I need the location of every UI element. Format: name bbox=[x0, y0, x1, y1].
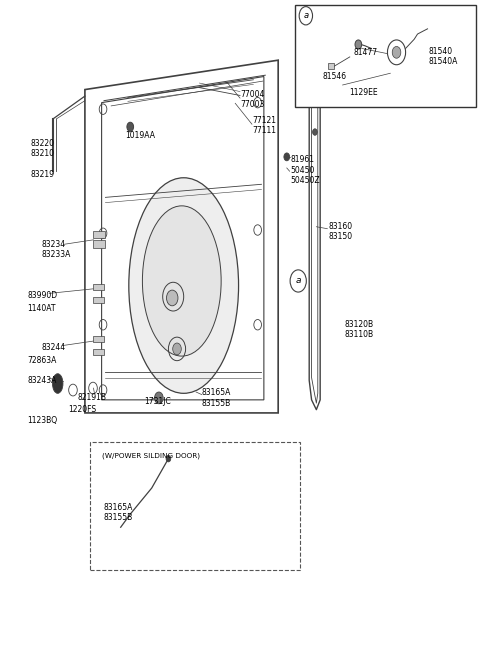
Circle shape bbox=[392, 47, 401, 58]
Text: 83219: 83219 bbox=[30, 170, 54, 179]
Text: a: a bbox=[303, 11, 309, 20]
Bar bbox=[93, 241, 106, 248]
Ellipse shape bbox=[52, 374, 63, 394]
Text: 83234
83233A: 83234 83233A bbox=[42, 240, 72, 259]
Bar bbox=[93, 336, 105, 342]
Text: 82191B: 82191B bbox=[78, 394, 107, 402]
Circle shape bbox=[167, 290, 178, 306]
Bar bbox=[328, 64, 335, 70]
Text: 83990D: 83990D bbox=[28, 291, 58, 300]
Text: 83220
83210: 83220 83210 bbox=[30, 138, 54, 158]
Text: 1731JC: 1731JC bbox=[144, 397, 171, 405]
Circle shape bbox=[173, 343, 181, 355]
Text: 81477: 81477 bbox=[354, 48, 378, 57]
Circle shape bbox=[355, 40, 362, 49]
Text: 83165A
83155B: 83165A 83155B bbox=[202, 388, 231, 407]
Text: 83165A
83155B: 83165A 83155B bbox=[104, 502, 133, 522]
Bar bbox=[295, 5, 476, 107]
Text: 81961: 81961 bbox=[290, 155, 314, 164]
Text: 83244: 83244 bbox=[42, 343, 66, 352]
Text: 1220FS: 1220FS bbox=[68, 405, 96, 414]
Text: 83160
83150: 83160 83150 bbox=[328, 222, 352, 241]
Text: 1019AA: 1019AA bbox=[125, 131, 156, 140]
Bar bbox=[93, 297, 105, 303]
Text: 83120B
83110B: 83120B 83110B bbox=[345, 319, 374, 339]
Text: 1123BQ: 1123BQ bbox=[28, 417, 58, 425]
Text: 77121
77111: 77121 77111 bbox=[252, 116, 276, 135]
Text: 1129EE: 1129EE bbox=[349, 89, 377, 97]
Circle shape bbox=[284, 153, 289, 161]
Circle shape bbox=[312, 129, 317, 135]
Text: 1140AT: 1140AT bbox=[28, 304, 56, 313]
Circle shape bbox=[166, 455, 171, 462]
Bar bbox=[93, 349, 105, 356]
Text: 72863A: 72863A bbox=[28, 356, 57, 365]
Circle shape bbox=[155, 392, 163, 404]
Text: a: a bbox=[296, 276, 301, 285]
Text: 81546: 81546 bbox=[322, 72, 346, 81]
Bar bbox=[93, 283, 105, 290]
Ellipse shape bbox=[143, 206, 221, 356]
Circle shape bbox=[127, 122, 133, 131]
Text: (W/POWER SILDING DOOR): (W/POWER SILDING DOOR) bbox=[102, 452, 200, 459]
Ellipse shape bbox=[129, 178, 239, 394]
Text: 77004
77003: 77004 77003 bbox=[240, 90, 264, 109]
Text: 83243A: 83243A bbox=[28, 376, 57, 385]
Bar bbox=[90, 442, 300, 569]
Text: 50450
50450Z: 50450 50450Z bbox=[290, 166, 320, 186]
Text: 81540
81540A: 81540 81540A bbox=[429, 47, 458, 66]
Bar bbox=[93, 231, 106, 238]
